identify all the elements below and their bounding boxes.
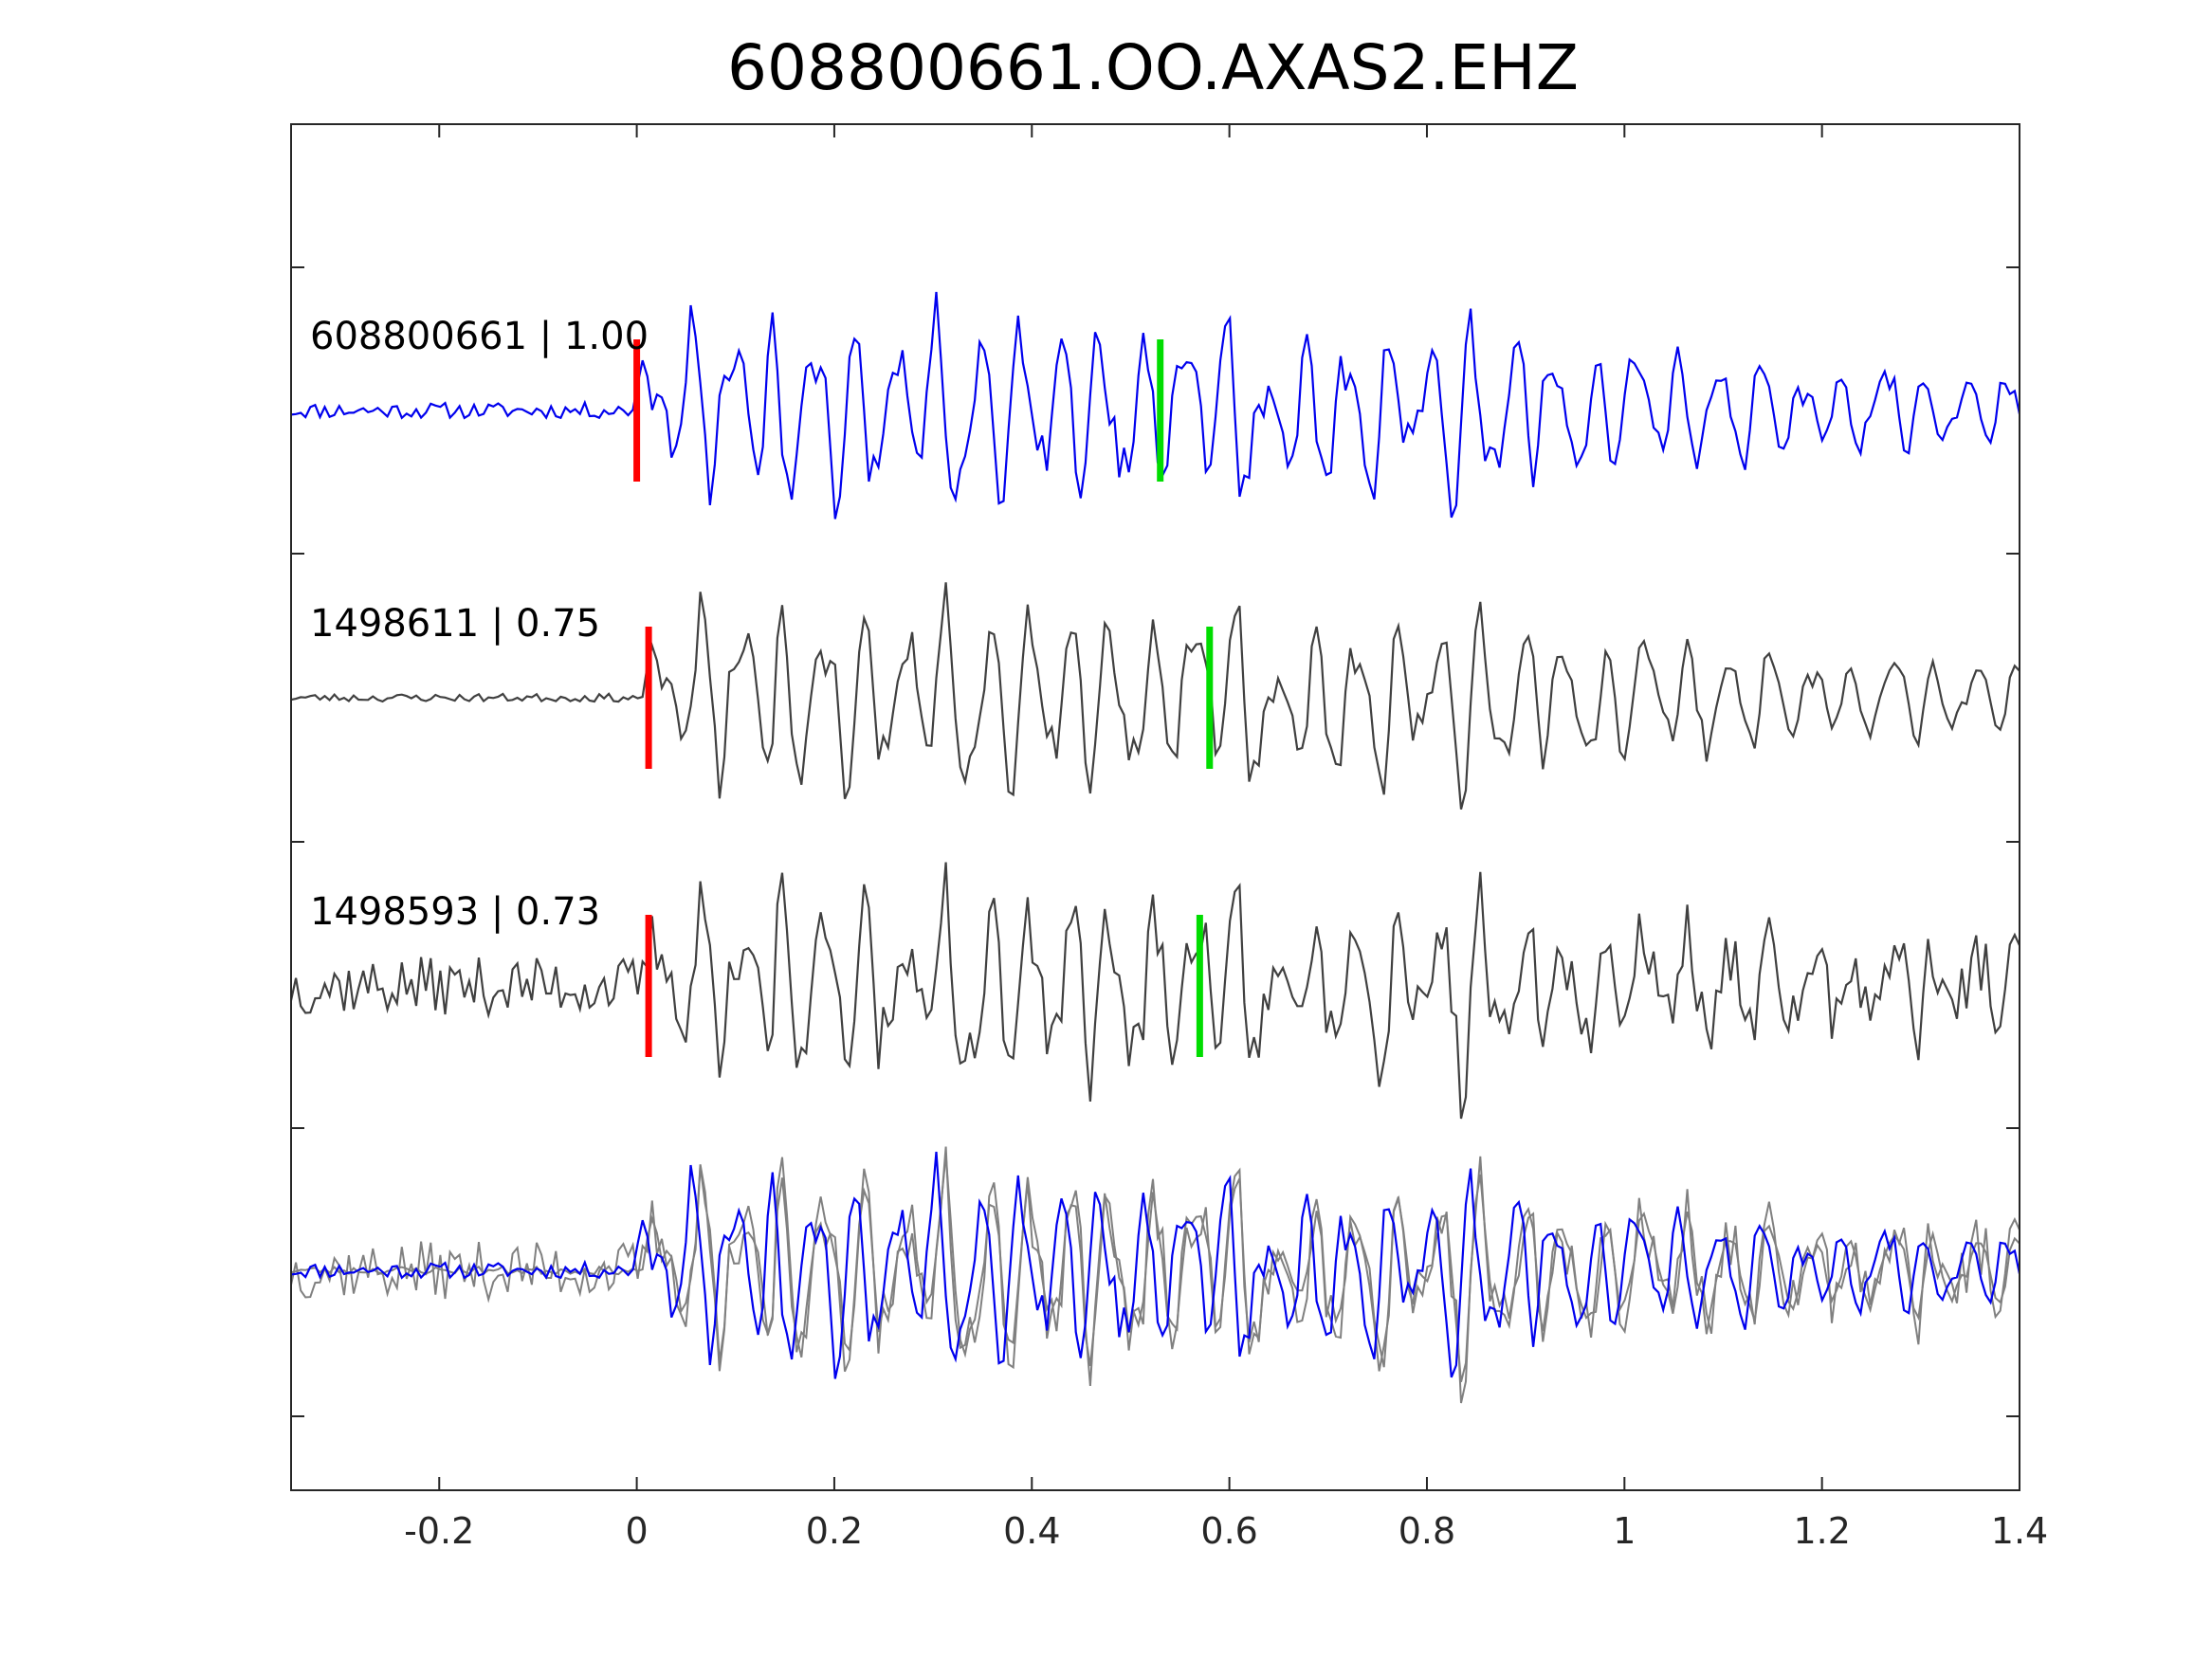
- x-tick-label: 0.8: [1398, 1510, 1455, 1552]
- trace-1498593-line: [289, 862, 2020, 1120]
- chart-title: 608800661.OO.AXAS2.EHZ: [727, 31, 1579, 104]
- overlay-trace-608800661: [290, 1151, 2021, 1379]
- trace-label-1498593: 1498593 | 0.73: [310, 890, 600, 934]
- x-tick-label: 0.2: [806, 1510, 863, 1552]
- x-tick-label: 0.6: [1200, 1510, 1257, 1552]
- traces-layer: [289, 291, 2021, 1404]
- x-tick-labels: -0.2 0 0.2 0.4 0.6 0.8 1 1.2 1.4: [404, 1510, 2048, 1552]
- trace-labels: 608800661 | 1.00 1498611 | 0.75 1498593 | …: [310, 315, 649, 934]
- trace-608800661-line: [290, 291, 2021, 520]
- x-tick-label: 1.4: [1991, 1510, 2048, 1552]
- ticks-layer: [291, 124, 2020, 1490]
- axes-box: [290, 123, 2020, 1491]
- x-tick-label: 1.2: [1793, 1510, 1850, 1552]
- x-tick-label: 0.4: [1003, 1510, 1060, 1552]
- x-tick-label: -0.2: [404, 1510, 474, 1552]
- trace-label-608800661: 608800661 | 1.00: [310, 315, 649, 358]
- trace-1498611-line: [290, 582, 2020, 810]
- x-tick-label: 1: [1613, 1510, 1636, 1552]
- trace-label-1498611: 1498611 | 0.75: [310, 602, 600, 646]
- x-tick-label: 0: [626, 1510, 649, 1552]
- picks-layer: [633, 339, 1214, 1057]
